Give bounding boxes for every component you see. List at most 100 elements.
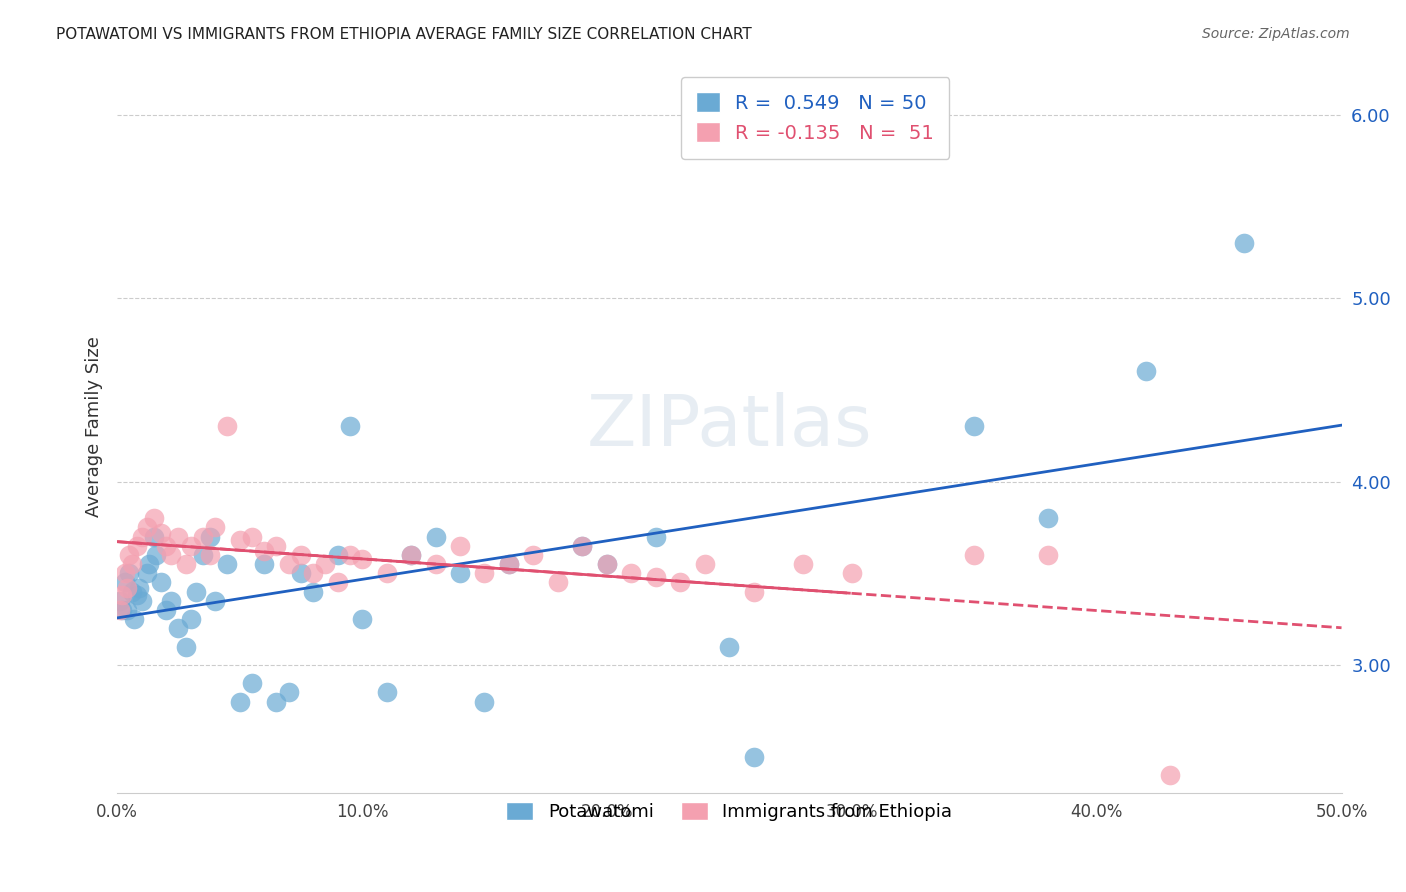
Point <box>191 548 214 562</box>
Point <box>571 539 593 553</box>
Point <box>180 612 202 626</box>
Point <box>167 621 190 635</box>
Point <box>375 566 398 581</box>
Point <box>174 557 197 571</box>
Point <box>240 529 263 543</box>
Point <box>121 584 143 599</box>
Point <box>669 575 692 590</box>
Point <box>449 539 471 553</box>
Point <box>399 548 422 562</box>
Point <box>474 566 496 581</box>
Point <box>326 548 349 562</box>
Legend: Potawatomi, Immigrants from Ethiopia: Potawatomi, Immigrants from Ethiopia <box>492 788 967 836</box>
Point <box>115 581 138 595</box>
Point <box>693 557 716 571</box>
Point <box>114 566 136 581</box>
Point <box>596 557 619 571</box>
Point <box>266 695 288 709</box>
Point <box>547 575 569 590</box>
Point <box>266 539 288 553</box>
Point <box>125 588 148 602</box>
Point <box>1036 511 1059 525</box>
Point <box>135 520 157 534</box>
Point <box>425 529 447 543</box>
Point <box>290 548 312 562</box>
Point <box>142 529 165 543</box>
Point <box>290 566 312 581</box>
Point <box>240 676 263 690</box>
Point <box>571 539 593 553</box>
Point <box>125 539 148 553</box>
Point <box>253 557 276 571</box>
Point <box>352 551 374 566</box>
Point <box>150 575 173 590</box>
Point <box>339 419 361 434</box>
Text: POTAWATOMI VS IMMIGRANTS FROM ETHIOPIA AVERAGE FAMILY SIZE CORRELATION CHART: POTAWATOMI VS IMMIGRANTS FROM ETHIOPIA A… <box>56 27 752 42</box>
Text: Source: ZipAtlas.com: Source: ZipAtlas.com <box>1202 27 1350 41</box>
Point <box>160 548 183 562</box>
Text: ZIPatlas: ZIPatlas <box>586 392 872 461</box>
Point <box>326 575 349 590</box>
Point <box>155 603 177 617</box>
Point <box>302 566 325 581</box>
Point <box>204 520 226 534</box>
Point <box>131 529 153 543</box>
Point <box>111 603 134 617</box>
Point <box>841 566 863 581</box>
Point <box>620 566 643 581</box>
Point <box>118 548 141 562</box>
Point <box>124 612 146 626</box>
Point <box>742 584 765 599</box>
Point <box>155 539 177 553</box>
Point <box>522 548 544 562</box>
Point <box>742 749 765 764</box>
Point <box>150 525 173 540</box>
Point <box>114 575 136 590</box>
Point <box>108 603 131 617</box>
Point <box>792 557 814 571</box>
Point <box>644 529 666 543</box>
Point <box>145 548 167 562</box>
Point <box>138 557 160 571</box>
Point <box>498 557 520 571</box>
Point <box>718 640 741 654</box>
Point <box>135 566 157 581</box>
Point <box>277 557 299 571</box>
Point <box>217 419 239 434</box>
Point <box>118 566 141 581</box>
Point <box>963 548 986 562</box>
Point <box>228 533 250 548</box>
Point <box>963 419 986 434</box>
Point <box>180 539 202 553</box>
Point <box>339 548 361 562</box>
Point <box>253 544 276 558</box>
Point <box>425 557 447 571</box>
Point <box>184 584 207 599</box>
Point <box>498 557 520 571</box>
Point <box>277 685 299 699</box>
Point <box>352 612 374 626</box>
Point <box>108 593 131 607</box>
Point <box>142 511 165 525</box>
Point <box>596 557 619 571</box>
Point <box>1036 548 1059 562</box>
Point <box>160 593 183 607</box>
Point <box>174 640 197 654</box>
Point <box>1232 235 1254 250</box>
Point <box>200 529 222 543</box>
Point <box>228 695 250 709</box>
Point <box>115 603 138 617</box>
Point <box>128 581 150 595</box>
Point <box>1159 768 1181 782</box>
Point <box>449 566 471 581</box>
Point <box>644 570 666 584</box>
Point <box>167 529 190 543</box>
Y-axis label: Average Family Size: Average Family Size <box>86 336 103 516</box>
Point <box>200 548 222 562</box>
Point <box>191 529 214 543</box>
Point <box>375 685 398 699</box>
Point <box>1135 364 1157 378</box>
Point <box>131 593 153 607</box>
Point <box>204 593 226 607</box>
Point <box>399 548 422 562</box>
